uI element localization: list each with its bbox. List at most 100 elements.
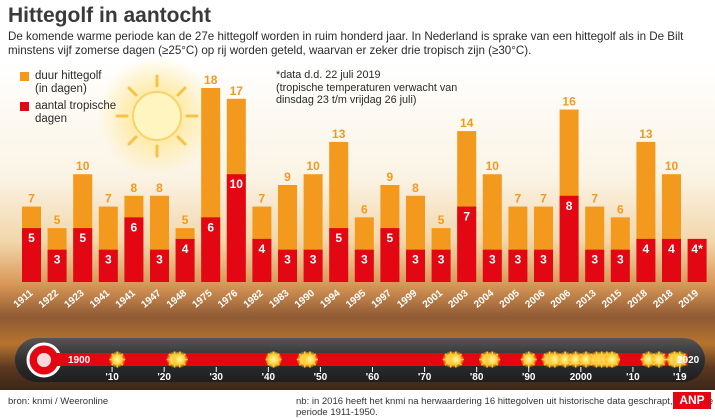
- tropical-value-label: 3: [438, 253, 445, 267]
- tropical-bar: [329, 228, 349, 282]
- legend-label-tropical-line2: dagen: [35, 112, 67, 125]
- timeline-tick-label: '10: [626, 372, 640, 383]
- tropical-bar: [662, 238, 681, 282]
- timeline-heatwave-marker: [171, 351, 188, 368]
- timeline-start-label: 1900: [68, 355, 91, 366]
- duration-value-label: 8: [156, 181, 163, 195]
- legend-label-duration-line2: (in dagen): [35, 82, 87, 95]
- duration-value-label: 10: [486, 159, 500, 173]
- tropical-bar: [150, 249, 169, 282]
- tropical-value-label: 3: [105, 253, 112, 267]
- tropical-bar: [303, 249, 323, 282]
- thermometer-bulb-highlight: [37, 353, 51, 367]
- tropical-value-label: 4: [182, 242, 189, 256]
- timeline-heatwave-marker: [671, 351, 688, 368]
- timeline-tick-label: 2000: [570, 372, 593, 383]
- timeline-heatwave-marker: [265, 351, 282, 368]
- legend: duur hittegolf (in dagen) aantal tropisc…: [20, 70, 116, 130]
- tropical-bar: [98, 249, 118, 282]
- tropical-bar: [585, 249, 605, 282]
- timeline-tick-label: '60: [366, 372, 380, 383]
- tropical-value-label: 10: [230, 177, 244, 191]
- duration-value-label: 5: [54, 213, 61, 227]
- tropical-bar: [534, 249, 553, 282]
- tropical-value-label: 4*: [691, 242, 703, 256]
- tropical-bar: [47, 249, 67, 282]
- tropical-bar: [482, 249, 502, 282]
- subtitle: De komende warme periode kan de 27e hitt…: [8, 30, 684, 57]
- tropical-bar: [124, 217, 144, 282]
- duration-value-label: 16: [562, 95, 576, 109]
- duration-value-label: 7: [259, 192, 266, 206]
- legend-item-duration: duur hittegolf (in dagen): [20, 70, 116, 95]
- duration-value-label: 8: [131, 181, 138, 195]
- tropical-bar: [278, 249, 297, 282]
- tropical-bar: [22, 228, 41, 282]
- tropical-value-label: 6: [207, 220, 214, 234]
- tropical-value-label: 4: [259, 242, 266, 256]
- timeline-heatwave-marker: [484, 351, 501, 368]
- duration-value-label: 7: [105, 192, 112, 206]
- data-note-line2: (tropische temperaturen verwacht van: [276, 81, 458, 94]
- timeline-heatwave-marker: [447, 351, 464, 368]
- legend-swatch-duration: [20, 72, 29, 81]
- timeline-tick-label: '30: [209, 372, 223, 383]
- tropical-bar: [175, 238, 195, 282]
- timeline-heatwave-marker: [650, 351, 667, 368]
- tropical-bar: [457, 206, 477, 282]
- tropical-value-label: 5: [335, 231, 342, 245]
- duration-value-label: 5: [182, 213, 189, 227]
- tropical-bar: [252, 238, 272, 282]
- timeline: '10 '20 '30 '40 '50 '60 '70 '80 '90 2000 '10 '19 19…: [15, 338, 705, 383]
- duration-value-label: 10: [306, 159, 320, 173]
- duration-value-label: 9: [387, 170, 394, 184]
- sun-illustration: [97, 56, 217, 176]
- duration-value-label: 14: [460, 116, 474, 130]
- bar-chart: 7519115319221051923731941861941831947541…: [12, 73, 707, 311]
- timeline-tick-label: '40: [262, 372, 276, 383]
- tropical-value-label: 3: [540, 253, 547, 267]
- duration-value-label: 13: [332, 127, 346, 141]
- anp-logo: ANP: [673, 392, 711, 409]
- tropical-value-label: 3: [591, 253, 598, 267]
- tropical-bar: [636, 238, 656, 282]
- duration-value-label: 13: [639, 127, 653, 141]
- tropical-value-label: 6: [131, 220, 138, 234]
- duration-value-label: 9: [284, 170, 291, 184]
- timeline-heatwave-marker: [109, 351, 126, 368]
- page-title: Hittegolf in aantocht: [8, 4, 211, 27]
- timeline-tick-label: '20: [157, 372, 171, 383]
- timeline-tick-label: '70: [418, 372, 432, 383]
- tropical-value-label: 3: [489, 253, 496, 267]
- tropical-bar: [380, 228, 400, 282]
- duration-value-label: 5: [438, 213, 445, 227]
- timeline-end-label: 2020: [677, 355, 700, 366]
- tropical-value-label: 3: [310, 253, 317, 267]
- duration-value-label: 7: [515, 192, 522, 206]
- timeline-heatwave-marker: [604, 351, 621, 368]
- tropical-value-label: 3: [284, 253, 291, 267]
- footnote: nb: in 2016 heeft het knmi na herwaarder…: [296, 396, 714, 418]
- duration-value-label: 10: [76, 159, 90, 173]
- tropical-value-label: 3: [54, 253, 61, 267]
- timeline-tick-label: '50: [314, 372, 328, 383]
- tropical-bar: [687, 238, 707, 282]
- legend-label-duration-line1: duur hittegolf: [35, 70, 102, 82]
- legend-item-tropical: aantal tropische dagen: [20, 100, 116, 125]
- tropical-value-label: 3: [515, 253, 522, 267]
- tropical-bar: [226, 174, 246, 282]
- data-note: *data d.d. 22 juli 2019 (tropische tempe…: [276, 69, 457, 107]
- data-note-line3: dinsdag 23 t/m vrijdag 26 juli): [276, 94, 417, 106]
- duration-value-label: 8: [412, 181, 419, 195]
- tropical-value-label: 7: [463, 210, 470, 224]
- timeline-tick-label: '19: [673, 372, 687, 383]
- duration-value-label: 7: [540, 192, 547, 206]
- timeline-tick-label: '10: [105, 372, 119, 383]
- duration-value-label: 6: [361, 202, 368, 216]
- tropical-value-label: 3: [412, 253, 419, 267]
- legend-label-tropical: aantal tropische dagen: [35, 100, 116, 125]
- timeline-tick-label: '80: [470, 372, 484, 383]
- timeline-heatwave-marker: [302, 351, 318, 368]
- tropical-value-label: 5: [28, 231, 35, 245]
